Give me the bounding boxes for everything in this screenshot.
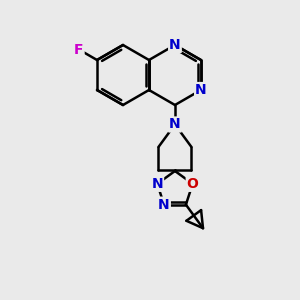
Text: N: N [169, 38, 181, 52]
Text: N: N [169, 118, 181, 131]
Text: F: F [74, 43, 84, 56]
Text: N: N [158, 198, 170, 212]
Text: N: N [152, 177, 163, 191]
Text: N: N [195, 83, 207, 97]
Text: O: O [187, 177, 199, 191]
